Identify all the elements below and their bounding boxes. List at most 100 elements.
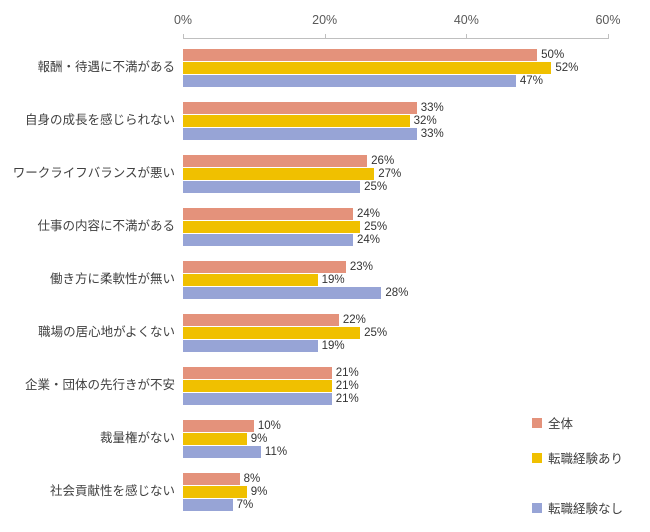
- bar-line: 25%: [183, 180, 650, 193]
- category-row: 裁量権がない 10% 9% 11%: [0, 412, 650, 465]
- category-row: 働き方に柔軟性が無い 23% 19% 28%: [0, 253, 650, 306]
- value-label: 25%: [364, 220, 388, 233]
- legend-label: 全体: [548, 417, 574, 431]
- value-label: 24%: [357, 207, 381, 220]
- legend-item-全体: 全体: [532, 413, 573, 432]
- bar-転職経験あり: [183, 61, 552, 74]
- bar-転職経験なし: [183, 233, 353, 246]
- value-label: 26%: [371, 154, 395, 167]
- bar-転職経験あり: [183, 379, 332, 392]
- bar-group: 24% 25% 24%: [183, 207, 650, 246]
- bar-line: 33%: [183, 127, 650, 140]
- value-label: 10%: [257, 419, 281, 432]
- legend-item-転職経験あり: 転職経験あり: [532, 448, 623, 467]
- category-row: 企業・団体の先行きが不安 21% 21% 21%: [0, 359, 650, 412]
- value-label: 32%: [413, 114, 437, 127]
- bar-line: 19%: [183, 339, 650, 352]
- value-label: 47%: [519, 74, 543, 87]
- bar-全体: [183, 101, 417, 114]
- value-label: 22%: [342, 313, 366, 326]
- legend-label: 転職経験なし: [548, 502, 624, 516]
- value-label: 21%: [335, 392, 359, 405]
- bar-転職経験なし: [183, 339, 318, 352]
- value-label: 21%: [335, 366, 359, 379]
- category-row: ワークライフバランスが悪い 26% 27% 25%: [0, 147, 650, 200]
- value-label: 27%: [378, 167, 402, 180]
- legend-item-転職経験なし: 転職経験なし: [532, 498, 623, 517]
- bar-line: 9%: [183, 432, 650, 445]
- x-tick-label: 20%: [312, 13, 338, 27]
- bar-group: 50% 52% 47%: [183, 48, 650, 87]
- value-label: 25%: [364, 180, 388, 193]
- value-label: 19%: [321, 273, 345, 286]
- category-label: 働き方に柔軟性が無い: [49, 271, 175, 286]
- bar-line: 32%: [183, 114, 650, 127]
- bar-group: 21% 21% 21%: [183, 366, 650, 405]
- bar-line: 52%: [183, 61, 650, 74]
- bar-全体: [183, 419, 254, 432]
- bar-line: 9%: [183, 485, 650, 498]
- bar-line: 7%: [183, 498, 650, 511]
- bar-line: 47%: [183, 74, 650, 87]
- bar-line: 33%: [183, 101, 650, 114]
- x-tick-label: 40%: [453, 13, 479, 27]
- category-label: 裁量権がない: [99, 430, 175, 445]
- bar-line: 11%: [183, 445, 650, 458]
- value-label: 52%: [555, 61, 579, 74]
- value-label: 19%: [321, 339, 345, 352]
- bar-group: 26% 27% 25%: [183, 154, 650, 193]
- value-label: 7%: [236, 498, 254, 511]
- legend-swatch: [532, 452, 542, 463]
- bar-line: 24%: [183, 233, 650, 246]
- plot-area: 報酬・待遇に不満がある 50% 52% 47% 自身の成長を感じられない 33% 32% 33…: [0, 41, 650, 518]
- bar-line: 22%: [183, 313, 650, 326]
- category-label: 社会貢献性を感じない: [49, 483, 175, 498]
- value-label: 33%: [420, 101, 444, 114]
- bar-転職経験あり: [183, 485, 247, 498]
- value-label: 21%: [335, 379, 359, 392]
- value-label: 24%: [357, 233, 381, 246]
- bar-転職経験あり: [183, 114, 410, 127]
- bar-全体: [183, 48, 538, 61]
- bar-転職経験あり: [183, 432, 247, 445]
- category-row: 自身の成長を感じられない 33% 32% 33%: [0, 94, 650, 147]
- bar-転職経験あり: [183, 273, 318, 286]
- x-tick-mark: [608, 34, 609, 39]
- value-label: 9%: [250, 432, 268, 445]
- bar-line: 19%: [183, 273, 650, 286]
- bar-全体: [183, 366, 332, 379]
- bar-line: 10%: [183, 419, 650, 432]
- x-tick-label: 60%: [595, 13, 621, 27]
- bar-line: 8%: [183, 472, 650, 485]
- category-label: 仕事の内容に不満がある: [37, 218, 175, 233]
- bar-line: 27%: [183, 167, 650, 180]
- bar-group: 33% 32% 33%: [183, 101, 650, 140]
- bar-転職経験あり: [183, 220, 361, 233]
- value-label: 23%: [349, 260, 373, 273]
- bar-line: 25%: [183, 326, 650, 339]
- x-axis-line: [183, 38, 609, 39]
- bar-group: 23% 19% 28%: [183, 260, 650, 299]
- category-row: 職場の居心地がよくない 22% 25% 19%: [0, 306, 650, 359]
- bar-line: 50%: [183, 48, 650, 61]
- value-label: 11%: [264, 445, 288, 458]
- bar-転職経験なし: [183, 498, 233, 511]
- value-label: 8%: [243, 472, 261, 485]
- bar-line: 28%: [183, 286, 650, 299]
- bar-全体: [183, 207, 353, 220]
- category-label: 企業・団体の先行きが不安: [24, 377, 175, 392]
- bar-line: 21%: [183, 379, 650, 392]
- bar-line: 24%: [183, 207, 650, 220]
- value-label: 28%: [385, 286, 409, 299]
- legend-label: 転職経験あり: [548, 452, 624, 466]
- bar-転職経験なし: [183, 286, 382, 299]
- bar-group: 8% 9% 7%: [183, 472, 650, 511]
- category-row: 社会貢献性を感じない 8% 9% 7%: [0, 465, 650, 518]
- value-label: 25%: [364, 326, 388, 339]
- bar-転職経験なし: [183, 74, 516, 87]
- bar-全体: [183, 154, 368, 167]
- bar-group: 10% 9% 11%: [183, 419, 650, 458]
- bar-全体: [183, 313, 339, 326]
- category-label: 職場の居心地がよくない: [38, 324, 175, 339]
